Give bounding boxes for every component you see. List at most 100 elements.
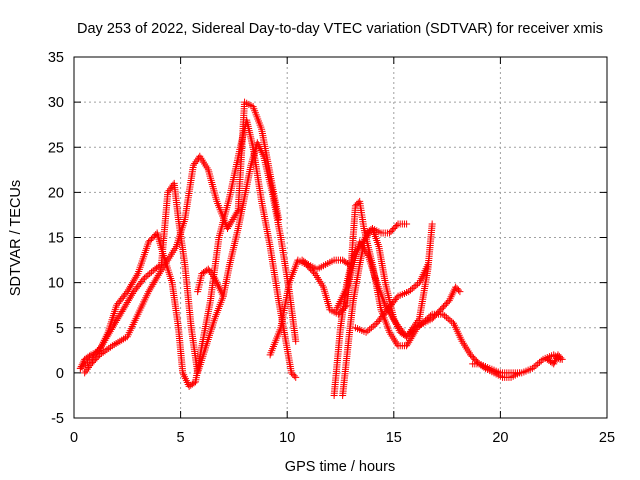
data-point	[81, 369, 89, 377]
x-tick-labels: 0 5 10 15 20 25	[70, 430, 615, 446]
data-point	[412, 320, 420, 328]
data-point	[353, 200, 361, 208]
data-point	[109, 322, 117, 330]
data-point	[467, 351, 475, 359]
data-point	[287, 369, 295, 377]
data-point	[145, 238, 153, 246]
x-tick-label: 10	[279, 430, 295, 446]
data-point	[404, 340, 412, 348]
series-track-10	[194, 265, 227, 300]
data-point	[530, 363, 538, 371]
data-point	[403, 333, 411, 341]
y-tick-label: 5	[56, 321, 64, 337]
data-point	[303, 259, 311, 267]
data-point	[123, 288, 131, 296]
data-point	[129, 279, 137, 287]
data-point	[146, 237, 154, 245]
data-point	[228, 217, 236, 225]
data-point	[111, 320, 119, 328]
data-point	[558, 355, 566, 363]
data-point	[100, 338, 108, 346]
y-tick-label: 35	[48, 50, 64, 66]
data-point	[424, 261, 432, 269]
x-tick-label: 20	[492, 430, 508, 446]
data-point	[230, 214, 238, 222]
data-point	[98, 342, 106, 350]
series-track-11	[469, 360, 524, 381]
data-point	[209, 272, 217, 280]
data-point	[408, 285, 416, 293]
data-point	[441, 301, 449, 309]
data-point	[131, 275, 139, 283]
data-point	[442, 313, 450, 321]
data-point	[528, 364, 536, 372]
y-tick-label: 15	[48, 231, 64, 247]
series-track-9	[298, 256, 353, 273]
data-point	[439, 310, 447, 318]
data-point	[107, 326, 115, 334]
x-tick-label: 5	[177, 430, 185, 446]
x-axis-label: GPS time / hours	[285, 459, 395, 475]
data-point	[97, 350, 105, 358]
data-point	[472, 357, 480, 365]
data-point	[532, 361, 540, 369]
data-point	[387, 310, 395, 318]
data-point	[407, 286, 415, 294]
data-point	[226, 221, 234, 229]
data-point	[128, 291, 136, 299]
data-point	[367, 324, 375, 332]
data-point	[437, 306, 445, 314]
data-point	[388, 312, 396, 320]
data-point	[555, 352, 563, 360]
data-point	[389, 314, 397, 322]
data-point	[113, 317, 121, 325]
data-point	[164, 188, 172, 196]
data-point	[410, 283, 418, 291]
series-track-6	[339, 220, 411, 399]
data-point	[146, 270, 154, 278]
data-point	[128, 280, 136, 288]
data-point	[292, 373, 300, 381]
data-point	[550, 360, 558, 368]
data-point	[386, 229, 394, 237]
data-point	[132, 273, 140, 281]
data-point	[292, 337, 300, 345]
data-point	[126, 282, 134, 290]
data-point	[393, 221, 401, 229]
data-point	[414, 317, 422, 325]
data-point	[123, 298, 131, 306]
data-point	[139, 276, 147, 284]
data-point	[144, 271, 152, 279]
data-point	[431, 312, 439, 320]
data-point	[102, 335, 110, 343]
data-point	[149, 280, 157, 288]
data-point	[406, 336, 414, 344]
data-point	[290, 372, 298, 380]
series-track-8	[351, 261, 432, 336]
y-tick-label: 10	[48, 276, 64, 292]
data-point	[147, 268, 155, 276]
data-point	[99, 340, 107, 348]
data-point	[537, 357, 545, 365]
y-tick-label: -5	[51, 411, 64, 427]
data-point	[409, 324, 417, 332]
data-point	[165, 187, 173, 195]
data-point	[192, 158, 200, 166]
data-point	[194, 288, 202, 296]
data-point	[535, 358, 543, 366]
data-point	[133, 271, 141, 279]
data-point	[124, 297, 132, 305]
data-point	[124, 286, 132, 294]
data-point	[99, 348, 107, 356]
data-point	[456, 288, 464, 296]
data-point	[117, 309, 125, 317]
data-point	[115, 313, 123, 321]
data-point	[343, 259, 351, 267]
data-point	[140, 274, 148, 282]
data-point	[428, 220, 436, 228]
data-point	[189, 161, 197, 169]
data-point	[145, 288, 153, 296]
y-tick-label: 0	[56, 366, 64, 382]
data-point	[388, 226, 396, 234]
